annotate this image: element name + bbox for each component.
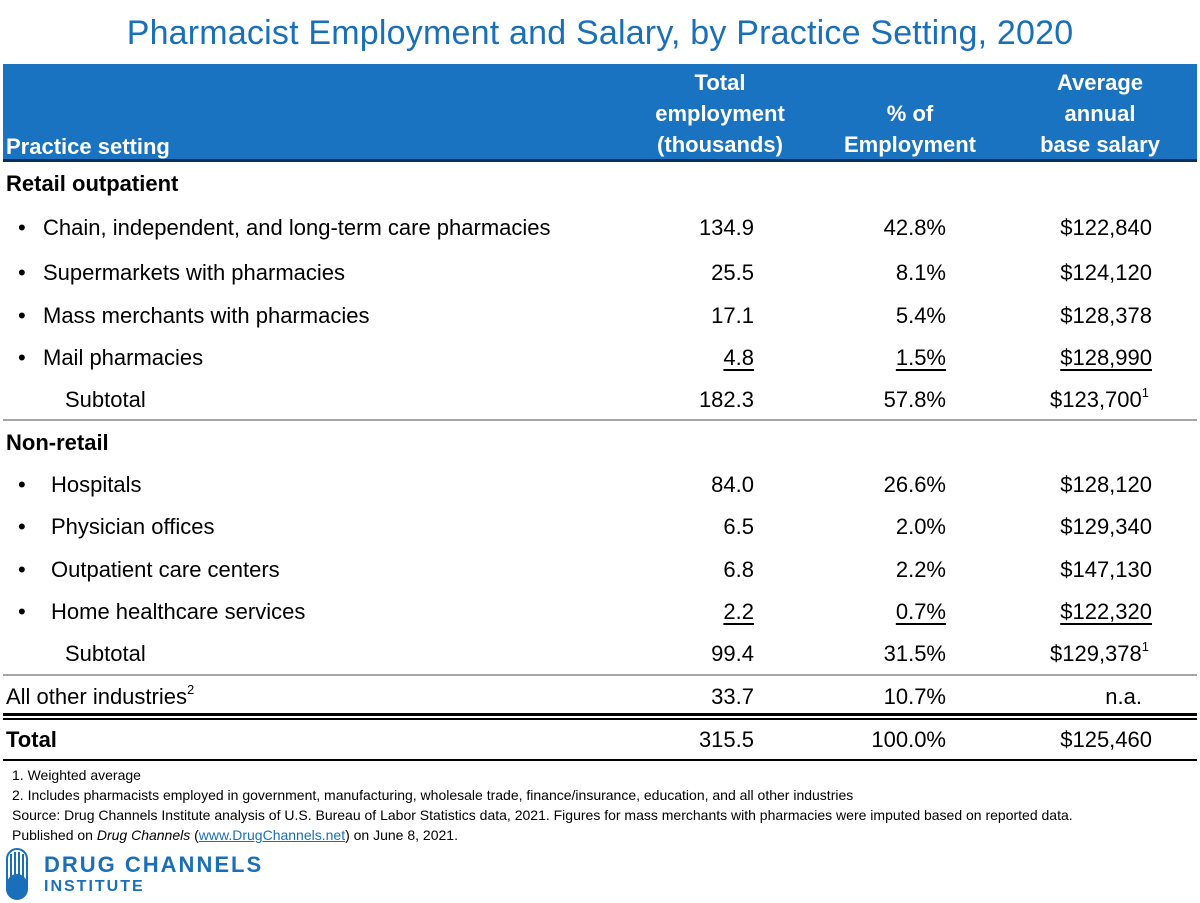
employment-value: 6.8 xyxy=(723,557,754,582)
footnotes: 1. Weighted average 2. Includes pharmaci… xyxy=(12,765,1073,845)
drugchannels-link[interactable]: www.DrugChannels.net xyxy=(198,827,346,843)
logo-line2: INSTITUTE xyxy=(44,878,145,895)
table-row: • Chain, independent, and long-term care… xyxy=(0,208,1200,248)
employment-value: 33.7 xyxy=(711,684,754,709)
salary-value: $128,378 xyxy=(1060,303,1152,328)
row-label: Physician offices xyxy=(51,514,215,539)
pct-value: 42.8% xyxy=(883,215,946,240)
table-header-band xyxy=(3,64,1197,160)
pct-value: 1.5% xyxy=(895,345,946,370)
salary-value: $128,120 xyxy=(1060,472,1152,497)
pct-value: 57.8% xyxy=(883,387,946,412)
employment-value: 2.2 xyxy=(723,599,754,624)
total-divider-top xyxy=(3,713,1197,716)
pct-value: 10.7% xyxy=(883,684,946,709)
total-row: Total 315.5 100.0% $125,460 xyxy=(0,720,1200,760)
other-row: All other industries2 33.7 10.7% n.a. xyxy=(0,677,1200,717)
employment-value: 25.5 xyxy=(711,260,754,285)
pct-value: 5.4% xyxy=(895,303,946,328)
section-heading: Non-retail xyxy=(6,430,109,455)
employment-value: 17.1 xyxy=(711,303,754,328)
table-row: • Supermarkets with pharmacies 25.5 8.1%… xyxy=(0,253,1200,293)
table-row: • Physician offices 6.5 2.0% $129,340 xyxy=(0,507,1200,547)
section-heading: Retail outpatient xyxy=(6,171,179,196)
subtotal-label: Subtotal xyxy=(65,387,146,412)
footnote-2: 2. Includes pharmacists employed in gove… xyxy=(12,787,854,803)
bullet: • xyxy=(18,599,26,624)
row-label: All other industries2 xyxy=(6,682,195,709)
source-note: Source: Drug Channels Institute analysis… xyxy=(12,807,1073,823)
row-label: Chain, independent, and long-term care p… xyxy=(43,215,551,240)
bullet: • xyxy=(18,215,26,240)
table-row: • Mass merchants with pharmacies 17.1 5.… xyxy=(0,296,1200,336)
pct-value: 26.6% xyxy=(883,472,946,497)
table-row: • Outpatient care centers 6.8 2.2% $147,… xyxy=(0,550,1200,590)
header-rule xyxy=(3,159,1197,162)
row-label: Mass merchants with pharmacies xyxy=(43,303,370,328)
subtotal-label: Subtotal xyxy=(65,641,146,666)
bullet: • xyxy=(18,345,26,370)
dci-logo: DRUG CHANNELS INSTITUTE xyxy=(6,848,276,900)
pct-value: 2.0% xyxy=(895,514,946,539)
salary-value: $129,340 xyxy=(1060,514,1152,539)
col-header-salary: Average annual base salary xyxy=(1040,70,1160,157)
table-row: • Mail pharmacies 4.8 1.5% $128,990 xyxy=(0,338,1200,378)
col-header-employment: Total employment (thousands) xyxy=(655,70,785,157)
bullet: • xyxy=(18,514,26,539)
salary-value: $147,130 xyxy=(1060,557,1152,582)
pct-value: 8.1% xyxy=(895,260,946,285)
bullet: • xyxy=(18,260,26,285)
section-heading-row: Retail outpatient xyxy=(0,164,1200,204)
table-row: • Home healthcare services 2.2 0.7% $122… xyxy=(0,592,1200,632)
salary-value: $123,7001 xyxy=(1050,385,1149,412)
subtotal-row: Subtotal 99.4 31.5% $129,3781 xyxy=(0,634,1200,674)
pct-value: 31.5% xyxy=(883,641,946,666)
bullet: • xyxy=(18,472,26,497)
row-label: Home healthcare services xyxy=(51,599,306,624)
capsule-logo-icon xyxy=(6,848,28,900)
pct-value: 0.7% xyxy=(895,599,946,624)
logo-line1: DRUG CHANNELS xyxy=(44,852,264,877)
subtotal-row: Subtotal 182.3 57.8% $123,7001 xyxy=(0,380,1200,420)
employment-value: 6.5 xyxy=(723,514,754,539)
pct-value: 2.2% xyxy=(895,557,946,582)
col-header-practice-setting: Practice setting xyxy=(6,134,170,159)
section-divider xyxy=(3,419,1197,421)
employment-value: 315.5 xyxy=(698,727,754,752)
salary-value: $128,990 xyxy=(1060,345,1152,370)
total-label: Total xyxy=(6,727,57,752)
salary-value: n.a. xyxy=(1105,684,1142,709)
bullet: • xyxy=(18,303,26,328)
footnote-1: 1. Weighted average xyxy=(12,767,141,783)
col-header-pct: % of Employment xyxy=(843,101,977,157)
employment-value: 4.8 xyxy=(723,345,754,370)
salary-value: $125,460 xyxy=(1060,727,1152,752)
row-label: Mail pharmacies xyxy=(43,345,204,370)
row-label: Hospitals xyxy=(51,472,142,497)
publication-name: Drug Channels xyxy=(96,827,191,843)
footnote-marker: 1 xyxy=(1141,639,1149,654)
section-heading-row: Non-retail xyxy=(0,423,1200,463)
footnote-marker: 1 xyxy=(1141,385,1149,400)
section-divider xyxy=(3,674,1197,676)
chart-title: Pharmacist Employment and Salary, by Pra… xyxy=(126,14,1074,52)
table-row: • Hospitals 84.0 26.6% $128,120 xyxy=(0,465,1200,505)
salary-value: $124,120 xyxy=(1060,260,1152,285)
row-label: Outpatient care centers xyxy=(51,557,280,582)
bullet: • xyxy=(18,557,26,582)
salary-value: $129,3781 xyxy=(1050,639,1149,666)
salary-value: $122,840 xyxy=(1060,215,1152,240)
published-note: Published on Drug Channels (www.DrugChan… xyxy=(12,827,458,843)
employment-value: 182.3 xyxy=(698,387,754,412)
employment-value: 134.9 xyxy=(698,215,754,240)
employment-value: 84.0 xyxy=(711,472,754,497)
footnote-marker: 2 xyxy=(186,682,195,697)
row-label: Supermarkets with pharmacies xyxy=(43,260,346,285)
total-divider-bottom xyxy=(3,718,1197,720)
pct-value: 100.0% xyxy=(871,727,946,752)
employment-value: 99.4 xyxy=(711,641,754,666)
salary-value: $122,320 xyxy=(1060,599,1152,624)
table-bottom-rule xyxy=(3,759,1197,761)
